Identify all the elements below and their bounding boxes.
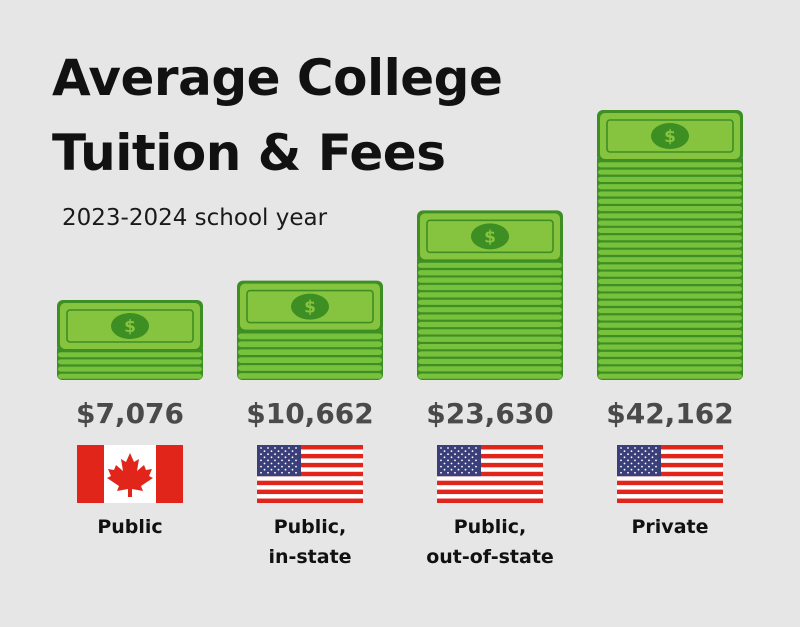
bill-layer <box>598 206 742 212</box>
bill-layer <box>598 191 742 197</box>
bill-layer <box>418 344 562 350</box>
usa-flag-icon <box>437 445 543 503</box>
category-label: Public, out-of-state <box>400 512 580 572</box>
bill-layer <box>598 257 742 263</box>
bill-layer <box>598 176 742 182</box>
bill-layer <box>418 307 562 313</box>
bill-layer <box>58 352 202 358</box>
bar-2: $ <box>237 280 383 380</box>
bill-layer <box>598 329 742 336</box>
bill-layer <box>598 227 742 233</box>
bill-layer <box>418 270 562 276</box>
price-label: $42,162 <box>606 397 734 430</box>
top-bill-border <box>426 219 554 254</box>
dollar-seal-icon <box>471 223 509 250</box>
bill-layer <box>598 315 742 321</box>
bill-layer <box>598 293 742 299</box>
bill-layer <box>598 359 742 365</box>
bar-1: $ <box>57 300 203 380</box>
bill-layer <box>598 213 742 219</box>
category-label: Public <box>40 512 220 542</box>
bill-layer <box>418 373 562 379</box>
bill-layer <box>598 235 742 241</box>
bill-layer <box>418 321 562 328</box>
bill-layer <box>598 322 742 328</box>
category-label: Private <box>580 512 760 542</box>
bill-layer <box>598 278 742 285</box>
bill-layer <box>58 366 202 372</box>
bar-3: $ <box>417 210 563 380</box>
top-bill-border <box>246 289 374 324</box>
bill-layer <box>58 359 202 365</box>
bill-layer <box>418 277 562 283</box>
category-label: Public, in-state <box>220 512 400 572</box>
bill-layer <box>598 286 742 292</box>
subtitle: 2023-2024 school year <box>62 205 328 231</box>
bill-layer <box>418 336 562 342</box>
bill-layer <box>598 373 742 379</box>
bill-layer <box>598 242 742 248</box>
bill-layer <box>58 373 202 379</box>
bill-layer <box>598 220 742 226</box>
canada-flag-icon <box>77 445 183 503</box>
bill-layer <box>598 169 742 175</box>
bill-layer <box>598 264 742 270</box>
bill-layer <box>238 349 382 356</box>
bill-layer <box>598 162 742 168</box>
price-label: $7,076 <box>76 397 184 430</box>
category-label-line: Public <box>97 516 163 538</box>
top-bill-border <box>606 119 734 153</box>
bill-layer <box>598 184 742 190</box>
price-label: $23,630 <box>426 397 554 430</box>
category-label-line: Public, <box>273 516 347 538</box>
bill-layer <box>598 198 742 204</box>
bill-layer <box>418 314 562 320</box>
bill-layer <box>238 373 382 379</box>
category-label-line: Public, <box>453 516 527 538</box>
bill-layer <box>598 308 742 314</box>
bill-layer <box>598 351 742 357</box>
bill-layer <box>238 341 382 348</box>
bill-layer <box>418 262 562 268</box>
bill-layer <box>418 284 562 291</box>
top-bill-border <box>66 309 194 343</box>
bill-layer <box>238 333 382 340</box>
bar-4: $ <box>597 110 743 380</box>
dollar-seal-icon <box>651 123 689 149</box>
bill-layer <box>418 329 562 335</box>
bill-layer <box>598 366 742 372</box>
dollar-sign-icon: $ <box>124 317 136 337</box>
bill-layer <box>418 351 562 357</box>
category-label-line: out-of-state <box>426 546 554 568</box>
bill-layer <box>418 299 562 305</box>
bill-layer <box>418 292 562 298</box>
dollar-sign-icon: $ <box>484 227 496 247</box>
dollar-seal-icon <box>291 293 329 320</box>
bill-layer <box>598 344 742 350</box>
title-line-2: Tuition & Fees <box>52 124 446 182</box>
category-label-line: in-state <box>268 546 352 568</box>
dollar-sign-icon: $ <box>304 298 316 318</box>
bill-layer <box>598 271 742 277</box>
bill-layer <box>418 366 562 372</box>
bill-layer <box>598 300 742 306</box>
bill-layer <box>598 337 742 343</box>
bill-layer <box>598 249 742 255</box>
title-line-1: Average College <box>52 49 503 107</box>
bill-layer <box>418 358 562 365</box>
dollar-sign-icon: $ <box>664 127 676 147</box>
usa-flag-icon <box>257 445 363 503</box>
category-label-line: Private <box>631 516 709 538</box>
dollar-seal-icon <box>111 313 149 339</box>
price-label: $10,662 <box>246 397 374 430</box>
bill-layer <box>238 357 382 363</box>
bill-layer <box>238 365 382 371</box>
usa-flag-icon <box>617 445 723 503</box>
